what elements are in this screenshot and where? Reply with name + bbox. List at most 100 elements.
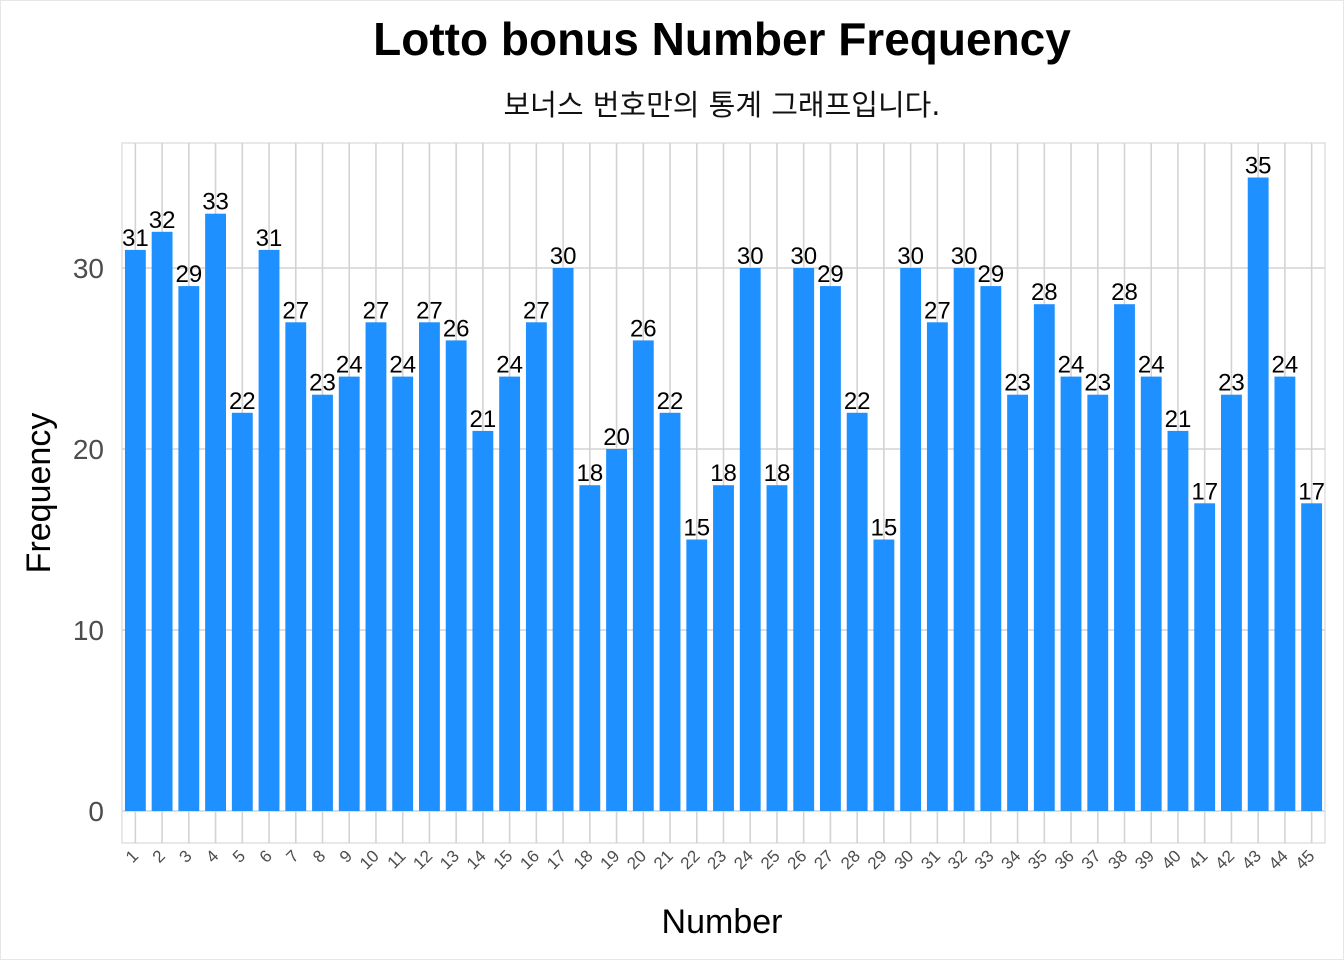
bar — [285, 322, 307, 811]
x-tick-label: 42 — [1211, 846, 1238, 873]
x-tick-label: 13 — [436, 846, 463, 873]
bar — [579, 485, 601, 811]
bar-value-label: 20 — [603, 424, 630, 451]
bar — [1033, 304, 1055, 811]
bar-value-label: 15 — [683, 515, 710, 542]
bar-value-label: 26 — [443, 315, 470, 342]
x-tick-label: 16 — [516, 846, 543, 873]
x-tick-label: 41 — [1185, 846, 1212, 873]
x-tick-label: 19 — [597, 846, 624, 873]
x-tick-label: 2 — [149, 846, 169, 866]
x-tick-label: 12 — [409, 846, 436, 873]
x-tick-label: 5 — [229, 846, 249, 866]
bar-value-label: 22 — [229, 388, 256, 415]
x-tick-label: 18 — [570, 846, 597, 873]
bar-value-label: 26 — [630, 315, 657, 342]
x-tick-label: 24 — [730, 846, 757, 873]
bar — [1301, 503, 1323, 811]
bar — [1221, 394, 1242, 811]
bar-value-label: 28 — [1111, 279, 1138, 306]
bar-value-label: 24 — [336, 352, 363, 379]
bar — [1247, 177, 1269, 811]
bar — [365, 322, 387, 811]
bar-value-label: 33 — [202, 189, 229, 216]
x-tick-label: 20 — [623, 846, 650, 873]
bar-value-label: 23 — [309, 370, 336, 397]
x-tick-label: 36 — [1051, 846, 1078, 873]
bar-value-label: 22 — [844, 388, 871, 415]
x-tick-label: 35 — [1024, 846, 1051, 873]
bar — [392, 376, 414, 811]
bar-value-label: 23 — [1218, 370, 1245, 397]
bar — [739, 268, 761, 811]
x-tick-label: 8 — [309, 846, 329, 866]
chart-title: Lotto bonus Number Frequency — [373, 13, 1071, 65]
x-tick-label: 29 — [864, 846, 891, 873]
bar-value-label: 24 — [496, 352, 523, 379]
x-tick-label: 28 — [837, 846, 864, 873]
bar-value-label: 23 — [1084, 370, 1111, 397]
chart-subtitle: 보너스 번호만의 통계 그래프입니다. — [503, 88, 941, 122]
bar-value-label: 24 — [1272, 352, 1299, 379]
bar — [713, 485, 734, 811]
x-tick-label: 34 — [998, 846, 1025, 873]
bar-value-label: 31 — [256, 225, 283, 252]
bar-value-label: 30 — [550, 243, 577, 270]
bar-value-label: 18 — [764, 460, 791, 487]
x-tick-label: 30 — [891, 846, 918, 873]
x-tick-label: 14 — [463, 846, 490, 873]
x-tick-label: 3 — [176, 846, 196, 866]
bar — [873, 539, 895, 811]
bar — [953, 268, 975, 811]
bar-value-label: 35 — [1245, 153, 1272, 180]
bar — [1114, 304, 1135, 811]
y-tick-label: 30 — [73, 253, 104, 284]
bar — [1194, 503, 1216, 811]
bar-value-label: 21 — [470, 406, 497, 433]
bar — [659, 412, 681, 811]
bar — [151, 231, 173, 812]
bar-value-label: 27 — [416, 297, 443, 324]
bar-value-label: 28 — [1031, 279, 1058, 306]
bar-value-label: 29 — [977, 261, 1004, 288]
x-axis-title: Number — [662, 903, 783, 941]
x-tick-label: 22 — [677, 846, 704, 873]
bar — [793, 268, 815, 811]
bar — [980, 286, 1002, 812]
bar-value-label: 23 — [1004, 370, 1031, 397]
bar-value-label: 31 — [122, 225, 149, 252]
x-tick-label: 23 — [704, 846, 731, 873]
bar-value-label: 30 — [790, 243, 817, 270]
bar-value-label: 24 — [1058, 352, 1085, 379]
bar-value-label: 27 — [523, 297, 550, 324]
bar-value-label: 29 — [817, 261, 844, 288]
bar — [766, 485, 788, 811]
bar — [205, 213, 226, 811]
bar-value-label: 24 — [389, 352, 416, 379]
bar — [552, 268, 574, 811]
bar — [632, 340, 654, 811]
bar-value-label: 18 — [576, 460, 603, 487]
x-tick-label: 33 — [971, 846, 998, 873]
bar-value-label: 30 — [897, 243, 924, 270]
bar-value-label: 15 — [871, 515, 898, 542]
bar — [124, 249, 146, 811]
y-tick-label: 20 — [73, 434, 104, 465]
bar — [900, 268, 922, 811]
bar — [1167, 430, 1189, 811]
bar — [472, 430, 494, 811]
x-tick-label: 31 — [917, 846, 944, 873]
bar-value-label: 29 — [175, 261, 202, 288]
x-tick-label: 9 — [336, 846, 356, 866]
bar-value-label: 27 — [363, 297, 390, 324]
bar-value-label: 32 — [149, 207, 176, 234]
bar-value-label: 17 — [1298, 478, 1325, 505]
bar — [926, 322, 948, 811]
bar-value-label: 27 — [924, 297, 951, 324]
bar — [525, 322, 547, 811]
bar — [820, 286, 841, 812]
bar-value-label: 30 — [951, 243, 978, 270]
x-tick-label: 7 — [282, 846, 302, 866]
x-tick-label: 40 — [1158, 846, 1185, 873]
